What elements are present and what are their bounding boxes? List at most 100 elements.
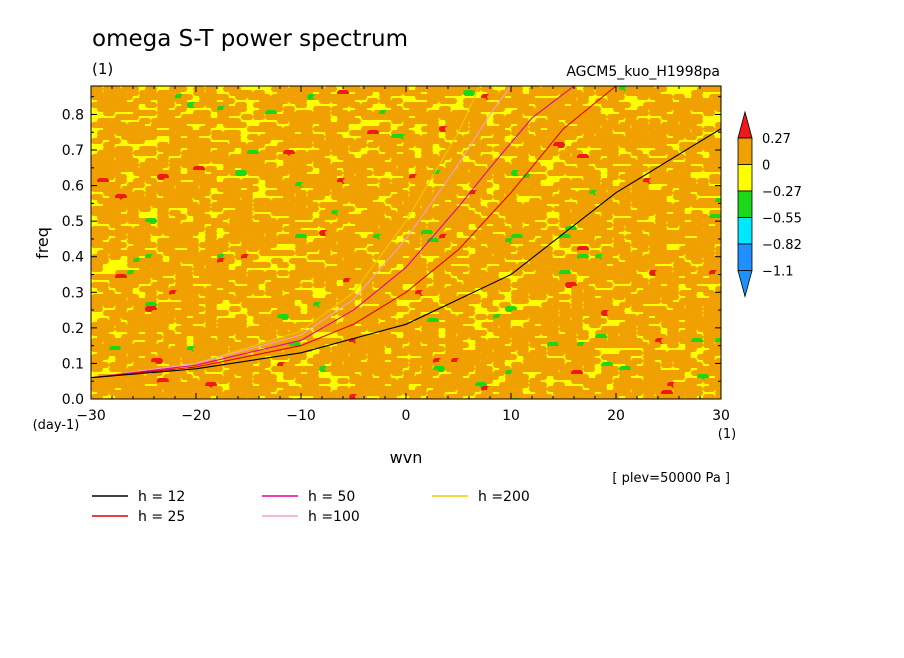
field-cell bbox=[277, 262, 289, 268]
field-cell bbox=[163, 270, 175, 276]
field-cell bbox=[517, 314, 529, 320]
field-cell bbox=[397, 306, 409, 312]
field-cell bbox=[709, 278, 721, 284]
field-cell bbox=[457, 178, 469, 184]
field-cell bbox=[253, 114, 265, 120]
colorbar-segment bbox=[737, 190, 753, 218]
field-cell bbox=[307, 230, 319, 236]
field-cell bbox=[301, 314, 313, 320]
field-cell bbox=[199, 158, 211, 164]
field-cell bbox=[301, 214, 313, 220]
field-cell bbox=[259, 306, 271, 312]
field-cell bbox=[667, 342, 679, 348]
field-cell bbox=[589, 242, 601, 248]
field-cell bbox=[475, 314, 487, 320]
field-cell bbox=[463, 318, 475, 324]
colorbar-bottom-arrow bbox=[737, 270, 753, 299]
field-cell bbox=[511, 254, 523, 260]
field-cell bbox=[103, 110, 115, 116]
field-cell bbox=[601, 282, 613, 288]
field-cell bbox=[325, 214, 337, 220]
field-cell bbox=[127, 114, 139, 120]
field-cell bbox=[553, 250, 565, 256]
field-cell bbox=[133, 138, 145, 144]
field-cell bbox=[457, 250, 469, 256]
x-tick-label: 20 bbox=[607, 408, 625, 424]
field-cell bbox=[703, 386, 715, 392]
field-cell bbox=[277, 270, 289, 276]
field-cell bbox=[367, 178, 379, 184]
field-cell bbox=[655, 150, 667, 156]
field-cell bbox=[91, 306, 103, 312]
colorbar: 0.270−0.27−0.55−0.82−1.1 bbox=[737, 110, 802, 299]
colorbar-segment bbox=[737, 217, 753, 245]
field-cell bbox=[301, 274, 313, 280]
field-cell bbox=[637, 94, 649, 100]
field-cell bbox=[217, 170, 229, 176]
field-cell bbox=[139, 206, 151, 212]
field-cell bbox=[649, 298, 661, 304]
x-tick-label: −20 bbox=[181, 408, 211, 424]
y-axis-label: freq bbox=[33, 227, 52, 259]
field-cell bbox=[211, 366, 223, 372]
field-cell bbox=[103, 302, 115, 308]
field-cell bbox=[145, 110, 157, 116]
field-cell bbox=[661, 258, 673, 264]
field-cell bbox=[427, 290, 439, 296]
field-cell bbox=[91, 138, 103, 144]
field-cell bbox=[649, 318, 661, 324]
field-cell bbox=[301, 142, 313, 148]
field-cell bbox=[715, 106, 721, 112]
field-cell bbox=[133, 182, 145, 188]
field-cell bbox=[601, 238, 613, 244]
field-cell bbox=[313, 194, 325, 200]
field-cell bbox=[109, 254, 121, 260]
field-cell bbox=[409, 294, 421, 300]
x-tick-label: −30 bbox=[76, 408, 106, 424]
field-cell bbox=[541, 154, 553, 160]
field-cell bbox=[535, 166, 547, 172]
y-axis-unit: (day-1) bbox=[33, 418, 80, 433]
field-cell bbox=[391, 370, 403, 376]
field-cell bbox=[145, 134, 157, 140]
field-cell bbox=[523, 266, 535, 272]
field-cell bbox=[349, 146, 361, 152]
field-cell bbox=[481, 130, 493, 136]
field-cell bbox=[169, 150, 181, 156]
field-cell bbox=[349, 118, 361, 124]
field-cell bbox=[637, 110, 649, 116]
field-cell bbox=[337, 126, 349, 132]
field-cell bbox=[565, 134, 577, 140]
legend-label-h100: h =100 bbox=[308, 509, 360, 525]
y-tick-label: 0.5 bbox=[62, 214, 84, 230]
colorbar-label: −0.27 bbox=[762, 185, 802, 200]
field-cell bbox=[355, 242, 367, 248]
field-cell bbox=[577, 142, 589, 148]
colorbar-segment bbox=[737, 137, 753, 165]
x-axis-unit: (1) bbox=[718, 427, 736, 442]
field-cell bbox=[235, 170, 247, 176]
field-cell bbox=[319, 98, 331, 104]
field-cell bbox=[433, 346, 445, 352]
field-cell bbox=[499, 286, 511, 292]
field-cell bbox=[553, 170, 565, 176]
x-tick-label: 0 bbox=[402, 408, 411, 424]
colorbar-segment bbox=[737, 164, 753, 192]
field-cell bbox=[517, 298, 529, 304]
field-cell bbox=[493, 106, 505, 112]
field-cell bbox=[235, 94, 247, 100]
colorbar-segment bbox=[737, 243, 753, 271]
field-cell bbox=[277, 118, 289, 124]
field-cell bbox=[463, 90, 475, 96]
field-cell bbox=[499, 266, 511, 272]
field-cell bbox=[145, 102, 157, 108]
field-cell bbox=[505, 354, 517, 360]
field-cell bbox=[451, 90, 463, 96]
field-cell bbox=[193, 318, 205, 324]
field-cell bbox=[229, 298, 241, 304]
field-cell bbox=[685, 134, 697, 140]
field-cell bbox=[445, 386, 457, 392]
field-cell bbox=[301, 282, 313, 288]
field-cell bbox=[691, 258, 703, 264]
x-tick-label: 10 bbox=[502, 408, 520, 424]
